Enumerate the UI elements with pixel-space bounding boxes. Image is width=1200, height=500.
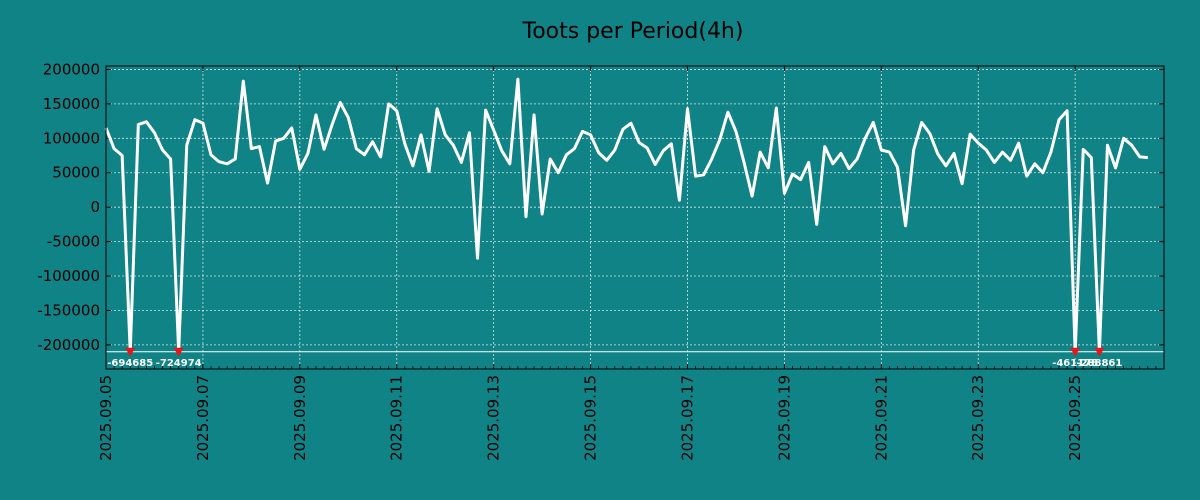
grid-layer xyxy=(105,66,1164,369)
y-tick-label: -200000 xyxy=(37,336,100,354)
clip-value-label: -288861 xyxy=(1076,358,1122,369)
x-tick-label: 2025.09.13 xyxy=(485,375,503,461)
y-tick-label: -150000 xyxy=(37,301,100,319)
x-tick-label: 2025.09.23 xyxy=(969,375,987,461)
label-layer: -694685 -724974 -461178-288861 xyxy=(107,358,1122,369)
x-tick-label: 2025.09.21 xyxy=(872,375,890,461)
y-tick-label: -100000 xyxy=(37,267,100,285)
x-tick-label: 2025.09.15 xyxy=(582,375,600,461)
x-tick-label: 2025.09.17 xyxy=(678,375,696,461)
x-tick-label: 2025.09.11 xyxy=(388,375,406,461)
x-tick-label: 2025.09.05 xyxy=(97,375,115,461)
y-tick-label: 150000 xyxy=(43,95,100,113)
marker-layer xyxy=(125,347,1105,357)
y-tick-label: -50000 xyxy=(47,233,100,251)
series-layer xyxy=(104,77,1148,354)
x-tick-label: 2025.09.19 xyxy=(775,375,793,461)
x-tick-label: 2025.09.07 xyxy=(194,375,212,461)
chart-title: Toots per Period(4h) xyxy=(522,19,744,44)
series-line-toots xyxy=(104,77,1148,354)
y-tick-label: 0 xyxy=(90,198,100,216)
plot-frame xyxy=(105,65,1165,370)
clip-marker xyxy=(1070,347,1081,357)
clip-value-label: -724974 xyxy=(156,358,202,369)
clip-value-label: -461178 xyxy=(1052,358,1098,369)
clip-value-label: -694685 xyxy=(107,358,153,369)
x-tick-label: 2025.09.09 xyxy=(291,375,309,461)
clip-marker xyxy=(125,347,136,357)
y-tick-label: 200000 xyxy=(43,60,100,78)
y-tick-label: 50000 xyxy=(52,164,100,182)
x-tick-label: 2025.09.25 xyxy=(1066,375,1084,461)
axis-layer: 200000 150000 100000 50000 0 -50000 -100000 -15… xyxy=(37,60,1164,461)
y-tick-label: 100000 xyxy=(43,129,100,147)
clip-marker xyxy=(1094,347,1105,357)
clip-marker xyxy=(173,347,184,357)
